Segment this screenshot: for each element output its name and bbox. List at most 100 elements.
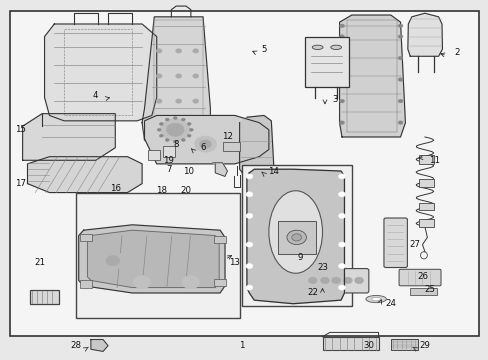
- Circle shape: [245, 264, 252, 269]
- Circle shape: [245, 192, 252, 197]
- Circle shape: [160, 119, 189, 140]
- Bar: [214, 279, 225, 286]
- Text: 1: 1: [239, 341, 244, 350]
- Circle shape: [175, 49, 181, 53]
- Text: 18: 18: [156, 186, 167, 195]
- Text: 24: 24: [385, 299, 395, 308]
- Circle shape: [339, 24, 344, 28]
- Circle shape: [187, 122, 191, 125]
- Circle shape: [175, 99, 181, 103]
- Circle shape: [339, 78, 344, 81]
- Circle shape: [156, 99, 162, 103]
- Text: 28: 28: [71, 341, 81, 350]
- Circle shape: [338, 213, 345, 219]
- Text: 13: 13: [229, 258, 240, 267]
- Bar: [409, 288, 436, 296]
- Text: 10: 10: [183, 167, 194, 176]
- FancyBboxPatch shape: [383, 218, 407, 267]
- Ellipse shape: [371, 297, 380, 301]
- Circle shape: [166, 123, 183, 136]
- Text: 5: 5: [261, 45, 266, 54]
- Polygon shape: [407, 13, 442, 56]
- Bar: [390, 339, 417, 350]
- Text: 8: 8: [173, 140, 179, 149]
- Circle shape: [189, 129, 193, 131]
- Text: 2: 2: [453, 48, 458, 57]
- Circle shape: [339, 99, 344, 103]
- Circle shape: [133, 276, 151, 289]
- Circle shape: [194, 136, 216, 152]
- Circle shape: [165, 139, 169, 141]
- Ellipse shape: [286, 230, 306, 244]
- Circle shape: [308, 277, 317, 284]
- Ellipse shape: [330, 45, 341, 49]
- Bar: [418, 155, 433, 164]
- Circle shape: [165, 118, 169, 121]
- Text: 19: 19: [163, 156, 174, 165]
- Circle shape: [338, 192, 345, 197]
- Bar: [277, 221, 315, 253]
- Circle shape: [156, 49, 162, 53]
- Polygon shape: [79, 225, 224, 293]
- Text: 9: 9: [297, 253, 303, 262]
- Polygon shape: [87, 230, 219, 288]
- Text: 3: 3: [331, 95, 337, 104]
- Polygon shape: [212, 163, 227, 176]
- Ellipse shape: [312, 45, 323, 49]
- Circle shape: [338, 174, 345, 179]
- Circle shape: [354, 277, 363, 284]
- Circle shape: [338, 264, 345, 269]
- Text: 23: 23: [316, 264, 327, 273]
- Circle shape: [339, 121, 344, 125]
- Circle shape: [397, 35, 402, 39]
- Circle shape: [181, 118, 185, 121]
- Text: 6: 6: [200, 143, 205, 152]
- Circle shape: [175, 74, 181, 78]
- Bar: [30, 290, 59, 304]
- Circle shape: [320, 277, 329, 284]
- Circle shape: [173, 140, 177, 143]
- Circle shape: [397, 121, 402, 125]
- Ellipse shape: [291, 234, 301, 241]
- Bar: [80, 280, 92, 288]
- Text: 7: 7: [166, 165, 171, 174]
- Circle shape: [192, 99, 198, 103]
- Circle shape: [192, 49, 198, 53]
- Text: 27: 27: [409, 240, 420, 249]
- Text: 14: 14: [268, 167, 279, 176]
- Circle shape: [397, 56, 402, 60]
- Bar: [322, 337, 378, 350]
- Bar: [148, 149, 160, 160]
- Circle shape: [338, 285, 345, 290]
- Circle shape: [101, 252, 125, 270]
- Text: 25: 25: [424, 285, 434, 294]
- Circle shape: [173, 117, 177, 120]
- Text: 26: 26: [416, 272, 427, 281]
- Polygon shape: [44, 24, 157, 121]
- Circle shape: [181, 139, 185, 141]
- Text: 16: 16: [110, 184, 121, 193]
- Circle shape: [187, 134, 191, 137]
- Polygon shape: [142, 17, 210, 140]
- Ellipse shape: [268, 191, 322, 273]
- Bar: [76, 193, 239, 318]
- Bar: [305, 37, 348, 87]
- Polygon shape: [239, 116, 273, 180]
- Circle shape: [339, 35, 344, 39]
- Circle shape: [397, 78, 402, 81]
- Circle shape: [106, 256, 120, 266]
- Bar: [418, 203, 433, 211]
- Circle shape: [192, 74, 198, 78]
- FancyBboxPatch shape: [398, 269, 440, 286]
- Text: 11: 11: [428, 156, 439, 165]
- Circle shape: [159, 122, 163, 125]
- Polygon shape: [144, 116, 268, 164]
- Bar: [242, 165, 351, 306]
- Text: 17: 17: [15, 179, 26, 188]
- Circle shape: [331, 277, 340, 284]
- Bar: [222, 142, 239, 151]
- Circle shape: [159, 134, 163, 137]
- Bar: [80, 234, 92, 241]
- Text: 21: 21: [34, 258, 45, 267]
- Circle shape: [156, 74, 162, 78]
